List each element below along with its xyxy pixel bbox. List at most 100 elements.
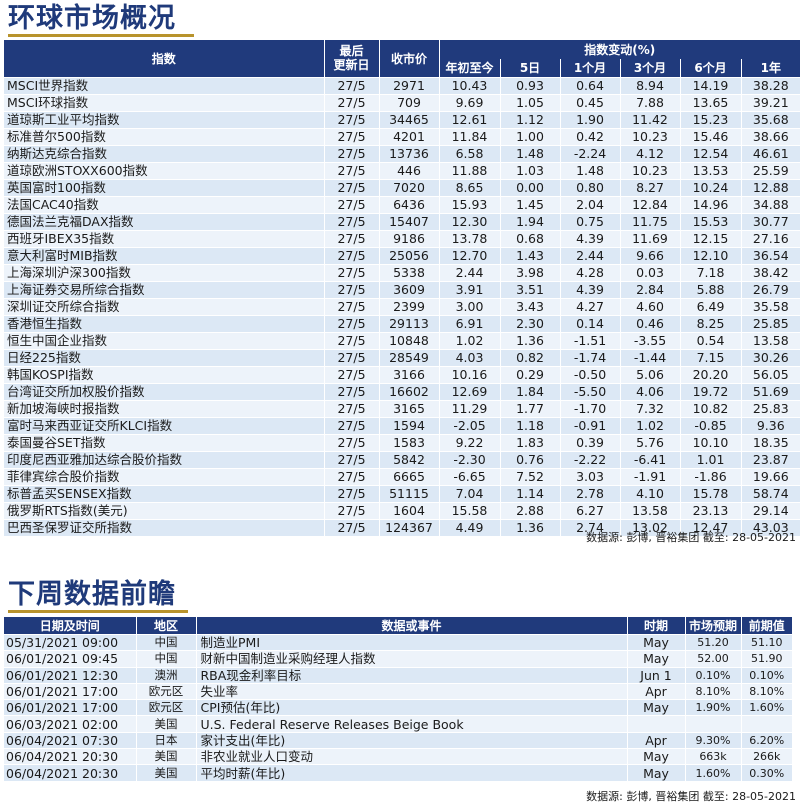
change-1m: 0.14	[559, 314, 620, 332]
close-price: 5338	[378, 263, 439, 281]
change-1m: -5.50	[559, 382, 620, 400]
change-ytd: -2.30	[438, 450, 500, 468]
change-3m: 12.84	[619, 195, 680, 213]
table-row: 06/01/2021 17:00 欧元区 CPI预估(年比) May 1.90% 1.60…	[4, 699, 792, 716]
close-price: 446	[378, 161, 439, 179]
index-name: MSCI环球指数	[4, 93, 324, 111]
event-datetime: 06/04/2021 20:30	[4, 764, 136, 782]
header-datetime: 日期及时间	[4, 617, 136, 635]
close-price: 1594	[378, 416, 439, 434]
change-5d: 1.45	[499, 195, 560, 213]
change-3m: 4.10	[619, 484, 680, 502]
table-row: 标普孟买SENSEX指数 27/5 51115 7.04 1.14 2.78 4.10 15.…	[4, 484, 801, 502]
event-region: 中国	[135, 633, 196, 651]
change-1m: -1.51	[559, 331, 620, 349]
change-1m: 6.27	[559, 501, 620, 519]
change-1y: 13.58	[740, 331, 801, 349]
last-update-date: 27/5	[323, 280, 379, 298]
next-week-title: 下周数据前瞻	[8, 580, 188, 613]
table-row: 06/04/2021 20:30 美国 非农业就业人口变动 May 663k 266k	[4, 748, 792, 765]
market-forecast: 663k	[684, 748, 741, 765]
table-row: 富时马来西亚证交所KLCI指数 27/5 1594 -2.05 1.18 -0.91 1.0…	[4, 416, 801, 434]
change-3m: 11.42	[619, 110, 680, 128]
close-price: 3165	[378, 399, 439, 417]
close-price: 5842	[378, 450, 439, 468]
change-1m: 2.74	[559, 518, 620, 536]
change-5d: 1.00	[499, 127, 560, 145]
index-name: 香港恒生指数	[4, 314, 324, 332]
event-period: May	[626, 633, 685, 651]
index-name: 巴西圣保罗证交所指数	[4, 518, 324, 536]
change-1m: -2.24	[559, 144, 620, 162]
previous-value: 51.10	[740, 633, 792, 651]
index-name: 泰国曼谷SET指数	[4, 433, 324, 451]
event-period: Jun 1	[626, 666, 685, 684]
event-region: 欧元区	[135, 682, 196, 700]
table-row: 意大利富时MIB指数 27/5 25056 12.70 1.43 2.44 9.66 12.1…	[4, 246, 801, 264]
change-ytd: 12.70	[438, 246, 500, 264]
last-update-date: 27/5	[323, 93, 379, 111]
change-ytd: 10.43	[438, 76, 500, 94]
last-update-date: 27/5	[323, 399, 379, 417]
header-forecast: 市场预期	[684, 617, 741, 635]
change-5d: 0.29	[499, 365, 560, 383]
table-row: 标准普尔500指数 27/5 4201 11.84 1.00 0.42 10.23 15.46…	[4, 127, 801, 145]
last-update-date: 27/5	[323, 484, 379, 502]
change-1m: 0.42	[559, 127, 620, 145]
last-update-date: 27/5	[323, 161, 379, 179]
change-1y: 35.68	[740, 110, 801, 128]
close-price: 6436	[378, 195, 439, 213]
market-forecast: 8.10%	[684, 682, 741, 700]
change-3m: 13.02	[619, 518, 680, 536]
change-6m: -1.86	[679, 467, 741, 485]
close-price: 34465	[378, 110, 439, 128]
previous-value: 1.60%	[740, 699, 792, 716]
event-datetime: 06/03/2021 02:00	[4, 715, 136, 733]
table-row: 道琼斯工业平均指数 27/5 34465 12.61 1.12 1.90 11.42 15.2…	[4, 110, 801, 128]
change-3m: -1.91	[619, 467, 680, 485]
change-5d: 1.18	[499, 416, 560, 434]
change-3m: 8.94	[619, 76, 680, 94]
table-row: 上海证券交易所综合指数 27/5 3609 3.91 3.51 4.39 2.84 5.88 2…	[4, 280, 801, 298]
close-price: 16602	[378, 382, 439, 400]
table-row: 06/01/2021 12:30 澳洲 RBA现金利率目标 Jun 1 0.10% 0.1…	[4, 666, 792, 684]
header-period-1m: 1个月	[559, 59, 620, 77]
last-update-date: 27/5	[323, 331, 379, 349]
change-5d: 1.77	[499, 399, 560, 417]
change-6m: 15.53	[679, 212, 741, 230]
change-ytd: 15.93	[438, 195, 500, 213]
table-row: 06/01/2021 17:00 欧元区 失业率 Apr 8.10% 8.10%	[4, 682, 792, 700]
last-update-date: 27/5	[323, 365, 379, 383]
table-row: 新加坡海峡时报指数 27/5 3165 11.29 1.77 -1.70 7.32 10.82…	[4, 399, 801, 417]
close-price: 3166	[378, 365, 439, 383]
change-1m: 0.75	[559, 212, 620, 230]
change-ytd: 11.84	[438, 127, 500, 145]
change-ytd: 10.16	[438, 365, 500, 383]
change-3m: 7.32	[619, 399, 680, 417]
change-1y: 30.26	[740, 348, 801, 366]
header-previous: 前期值	[740, 617, 792, 635]
last-update-date: 27/5	[323, 382, 379, 400]
change-ytd: 6.91	[438, 314, 500, 332]
change-ytd: 3.00	[438, 297, 500, 315]
event-name: CPI预估(年比)	[195, 699, 627, 716]
table-row: 印度尼西亚雅加达综合股价指数 27/5 5842 -2.30 0.76 -2.22 -6.4…	[4, 450, 801, 468]
market-forecast: 9.30%	[684, 731, 741, 749]
close-price: 124367	[378, 518, 439, 536]
change-6m: 7.18	[679, 263, 741, 281]
change-ytd: 9.69	[438, 93, 500, 111]
change-6m: 10.10	[679, 433, 741, 451]
change-1y: 30.77	[740, 212, 801, 230]
change-6m: -0.85	[679, 416, 741, 434]
table-row: MSCI世界指数 27/5 2971 10.43 0.93 0.64 8.94 14.19 38…	[4, 76, 801, 94]
change-3m: -3.55	[619, 331, 680, 349]
table-row: 法国CAC40指数 27/5 6436 15.93 1.45 2.04 12.84 14.96…	[4, 195, 801, 213]
change-3m: 11.75	[619, 212, 680, 230]
market-source-note: 数据源: 彭博, 晋裕集团 截至: 28-05-2021	[586, 531, 796, 544]
event-name: 家计支出(年比)	[195, 731, 627, 749]
index-name: 富时马来西亚证交所KLCI指数	[4, 416, 324, 434]
close-price: 51115	[378, 484, 439, 502]
change-5d: 1.03	[499, 161, 560, 179]
event-datetime: 06/01/2021 17:00	[4, 682, 136, 700]
change-3m: 7.88	[619, 93, 680, 111]
